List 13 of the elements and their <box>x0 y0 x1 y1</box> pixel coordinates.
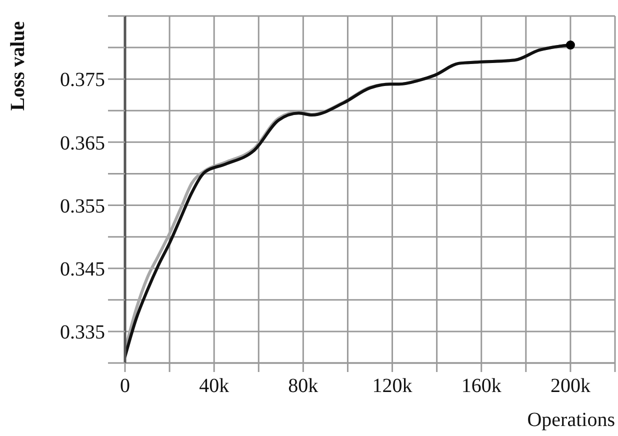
x-tick-label: 120k <box>372 375 412 398</box>
y-tick-label: 0.365 <box>60 132 105 154</box>
y-axis-title: Loss value <box>7 21 29 111</box>
y-tick-label: 0.355 <box>60 195 105 218</box>
y-tick-label: 0.375 <box>60 69 105 92</box>
x-tick-label: 0 <box>120 375 130 398</box>
y-tick-label: 0.345 <box>60 258 105 280</box>
x-tick-label: 200k <box>550 375 590 398</box>
x-tick-label: 80k <box>288 375 318 398</box>
y-tick-label: 0.335 <box>60 322 105 344</box>
x-tick-label: 160k <box>461 375 502 398</box>
x-tick-label: 40k <box>199 375 230 398</box>
x-axis-title: Operations <box>527 409 616 431</box>
